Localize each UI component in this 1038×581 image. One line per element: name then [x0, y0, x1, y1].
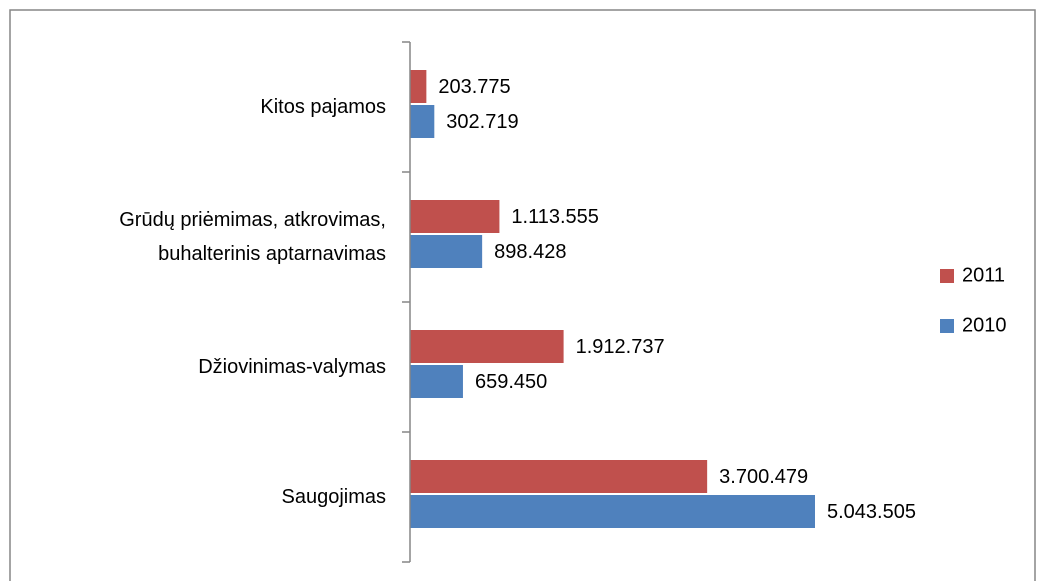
bar	[410, 200, 500, 233]
value-label: 3.700.479	[719, 466, 808, 488]
category-label: Kitos pajamos	[260, 96, 386, 118]
value-label: 302.719	[446, 111, 518, 133]
bar	[410, 495, 815, 528]
value-label: 1.113.555	[511, 206, 599, 228]
chart-border	[9, 9, 1036, 581]
category-label: Džiovinimas-valymas	[198, 356, 386, 378]
value-label: 1.912.737	[576, 336, 665, 358]
bar	[410, 235, 483, 268]
bar	[410, 330, 564, 363]
bar	[410, 365, 463, 398]
value-label: 898.428	[494, 241, 566, 263]
legend-swatch	[940, 319, 954, 333]
value-label: 5.043.505	[827, 501, 916, 523]
legend-label: 2010	[962, 314, 1007, 336]
bar	[410, 105, 435, 138]
bar	[410, 70, 427, 103]
value-label: 203.775	[438, 76, 510, 98]
legend-swatch	[940, 269, 954, 283]
value-label: 659.450	[475, 371, 547, 393]
bar	[410, 460, 708, 493]
category-label: Grūdų priėmimas, atkrovimas, buhalterini…	[119, 209, 386, 265]
category-label: Saugojimas	[281, 486, 386, 508]
legend-label: 2011	[962, 264, 1005, 286]
